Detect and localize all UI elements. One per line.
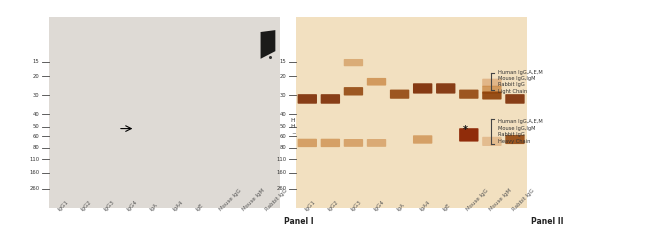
FancyBboxPatch shape — [413, 135, 432, 144]
Text: 160: 160 — [276, 170, 287, 175]
Text: Mouse IgG: Mouse IgG — [218, 188, 242, 212]
Text: Human IgG,A,E,M
Mouse IgG,IgM
Rabbit IgG
Heavy Chain: Human IgG,A,E,M Mouse IgG,IgM Rabbit IgG… — [498, 119, 542, 144]
FancyBboxPatch shape — [298, 94, 317, 104]
FancyBboxPatch shape — [482, 86, 502, 94]
Text: Panel II: Panel II — [531, 217, 564, 227]
Text: 60: 60 — [280, 134, 287, 139]
FancyBboxPatch shape — [505, 94, 525, 104]
FancyBboxPatch shape — [459, 90, 478, 99]
Text: IgG2: IgG2 — [327, 199, 339, 212]
Text: IgG3: IgG3 — [103, 199, 116, 212]
FancyBboxPatch shape — [367, 78, 386, 86]
Text: IgG4: IgG4 — [126, 199, 138, 212]
FancyBboxPatch shape — [482, 79, 502, 87]
FancyBboxPatch shape — [482, 92, 502, 99]
Text: 20: 20 — [280, 74, 287, 78]
FancyBboxPatch shape — [298, 139, 317, 147]
FancyBboxPatch shape — [482, 137, 502, 146]
FancyBboxPatch shape — [320, 94, 340, 104]
Polygon shape — [261, 30, 276, 59]
Text: 40: 40 — [280, 112, 287, 117]
Text: IgA: IgA — [396, 202, 406, 212]
Text: Human IgG,A,E,M
Mouse IgG,IgM
Rabbit IgG
Light Chain: Human IgG,A,E,M Mouse IgG,IgM Rabbit IgG… — [498, 70, 542, 94]
Text: IgA4: IgA4 — [172, 200, 185, 212]
Text: Panel I: Panel I — [284, 217, 314, 227]
FancyBboxPatch shape — [505, 135, 525, 144]
Text: 20: 20 — [32, 74, 40, 78]
FancyBboxPatch shape — [344, 59, 363, 66]
Text: IgG2: IgG2 — [80, 199, 92, 212]
Text: Mouse IgG: Mouse IgG — [465, 188, 489, 212]
FancyBboxPatch shape — [344, 139, 363, 147]
Text: Mouse IgM: Mouse IgM — [488, 188, 513, 212]
Text: Human IgG4
Heavy Chain
~55kDa: Human IgG4 Heavy Chain ~55kDa — [291, 118, 329, 136]
FancyBboxPatch shape — [344, 87, 363, 96]
FancyBboxPatch shape — [436, 83, 456, 94]
FancyBboxPatch shape — [459, 128, 478, 141]
Text: 160: 160 — [29, 170, 40, 175]
Text: 40: 40 — [32, 112, 40, 117]
FancyBboxPatch shape — [320, 139, 340, 147]
FancyBboxPatch shape — [367, 139, 386, 147]
Text: IgG1: IgG1 — [57, 199, 70, 212]
Text: 80: 80 — [280, 145, 287, 150]
Text: IgG4: IgG4 — [373, 199, 385, 212]
Text: 30: 30 — [280, 93, 287, 98]
Text: Rabbit IgG: Rabbit IgG — [512, 188, 536, 212]
Text: 50: 50 — [32, 124, 40, 129]
Text: 15: 15 — [32, 59, 40, 64]
Text: Mouse IgM: Mouse IgM — [241, 188, 266, 212]
FancyBboxPatch shape — [390, 90, 410, 99]
Text: IgG3: IgG3 — [350, 199, 363, 212]
Text: 50: 50 — [280, 124, 287, 129]
Text: IgG1: IgG1 — [304, 199, 317, 212]
Text: 30: 30 — [33, 93, 40, 98]
Text: 110: 110 — [29, 157, 40, 162]
Text: 260: 260 — [29, 186, 40, 191]
Text: IgA4: IgA4 — [419, 200, 432, 212]
Text: 110: 110 — [276, 157, 287, 162]
Text: IgE: IgE — [442, 202, 452, 212]
Text: Rabbit IgG: Rabbit IgG — [265, 188, 289, 212]
Text: 60: 60 — [32, 134, 40, 139]
Text: *: * — [463, 125, 468, 135]
FancyBboxPatch shape — [413, 83, 432, 94]
Text: IgE: IgE — [195, 202, 205, 212]
Text: 260: 260 — [276, 186, 287, 191]
Text: 15: 15 — [280, 59, 287, 64]
Text: 80: 80 — [32, 145, 40, 150]
Text: IgA: IgA — [149, 202, 159, 212]
